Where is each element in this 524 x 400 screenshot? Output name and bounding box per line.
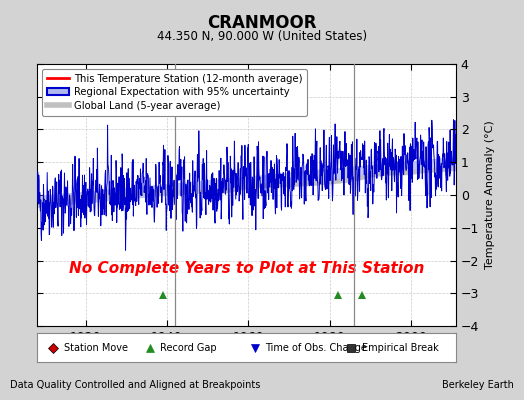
- Text: Data Quality Controlled and Aligned at Breakpoints: Data Quality Controlled and Aligned at B…: [10, 380, 261, 390]
- Text: Station Move: Station Move: [64, 342, 128, 353]
- Text: 44.350 N, 90.000 W (United States): 44.350 N, 90.000 W (United States): [157, 30, 367, 43]
- Text: No Complete Years to Plot at This Station: No Complete Years to Plot at This Statio…: [69, 261, 424, 276]
- Legend: This Temperature Station (12-month average), Regional Expectation with 95% uncer: This Temperature Station (12-month avera…: [42, 69, 307, 116]
- Text: Empirical Break: Empirical Break: [362, 342, 438, 353]
- Text: Record Gap: Record Gap: [160, 342, 217, 353]
- Text: Time of Obs. Change: Time of Obs. Change: [265, 342, 367, 353]
- Text: Berkeley Earth: Berkeley Earth: [442, 380, 514, 390]
- Text: CRANMOOR: CRANMOOR: [208, 14, 316, 32]
- Y-axis label: Temperature Anomaly (°C): Temperature Anomaly (°C): [485, 121, 495, 269]
